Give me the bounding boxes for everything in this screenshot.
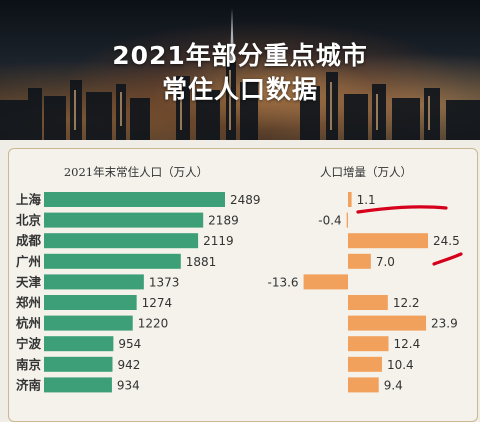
city-label: 杭州 bbox=[16, 316, 41, 331]
increase-bar bbox=[348, 356, 382, 372]
city-label: 郑州 bbox=[16, 295, 41, 310]
increase-bar bbox=[346, 212, 348, 228]
increase-value-label: -0.4 bbox=[318, 214, 341, 228]
title-line-1: 2021年部分重点城市 bbox=[112, 41, 368, 70]
increase-value-label: 23.9 bbox=[431, 317, 458, 331]
population-bar bbox=[44, 274, 144, 290]
increase-value-label: 10.4 bbox=[387, 358, 414, 372]
increase-bar bbox=[348, 377, 379, 393]
increase-bar bbox=[348, 192, 352, 207]
city-label: 上海 bbox=[16, 192, 42, 207]
city-label: 广州 bbox=[16, 254, 41, 269]
population-bar bbox=[44, 192, 225, 207]
increase-value-label: 7.0 bbox=[376, 255, 395, 269]
increase-bar bbox=[348, 315, 427, 331]
population-value-label: 934 bbox=[117, 378, 140, 392]
population-value-label: 942 bbox=[118, 358, 141, 372]
increase-bar bbox=[303, 274, 348, 290]
population-bar bbox=[44, 253, 181, 269]
increase-bar bbox=[348, 253, 371, 269]
city-label: 天津 bbox=[16, 274, 42, 289]
city-label: 宁波 bbox=[16, 336, 42, 351]
increase-chart-title: 人口增量（万人） bbox=[320, 165, 412, 179]
handwritten-annotations bbox=[356, 205, 463, 266]
population-bar bbox=[44, 356, 113, 372]
title-line-2: 常住人口数据 bbox=[161, 75, 318, 104]
city-label: 成都 bbox=[16, 233, 42, 248]
city-night-background: 2021年部分重点城市 常住人口数据 bbox=[0, 0, 480, 140]
skyline-illustration bbox=[0, 8, 480, 140]
population-chart-title: 2021年末常住人口（万人） bbox=[64, 165, 208, 179]
population-value-label: 2489 bbox=[230, 193, 261, 207]
population-bar bbox=[44, 295, 137, 310]
population-bar bbox=[44, 212, 204, 228]
population-value-label: 1220 bbox=[138, 317, 169, 331]
annotation-underline-1 bbox=[356, 205, 448, 214]
population-bar bbox=[44, 377, 112, 393]
population-bar bbox=[44, 315, 133, 331]
increase-value-label: -13.6 bbox=[268, 275, 299, 289]
population-value-label: 1373 bbox=[149, 275, 180, 289]
city-label: 北京 bbox=[16, 213, 42, 228]
increase-bar bbox=[348, 295, 388, 310]
population-value-label: 1274 bbox=[142, 296, 173, 310]
increase-value-label: 12.4 bbox=[393, 337, 420, 351]
increase-value-label: 24.5 bbox=[433, 234, 460, 248]
city-label: 南京 bbox=[16, 357, 42, 372]
increase-value-label: 9.4 bbox=[384, 378, 403, 392]
increase-value-label: 1.1 bbox=[357, 193, 376, 207]
population-value-label: 954 bbox=[118, 337, 141, 351]
annotation-underline-2 bbox=[432, 252, 463, 266]
increase-bar bbox=[348, 233, 428, 249]
increase-bar bbox=[348, 336, 389, 352]
population-value-label: 1881 bbox=[186, 255, 217, 269]
population-value-label: 2189 bbox=[208, 214, 239, 228]
population-bar bbox=[44, 336, 114, 352]
population-bar bbox=[44, 233, 199, 249]
population-value-label: 2119 bbox=[203, 234, 234, 248]
city-label: 济南 bbox=[16, 377, 42, 392]
increase-value-label: 12.2 bbox=[393, 296, 420, 310]
